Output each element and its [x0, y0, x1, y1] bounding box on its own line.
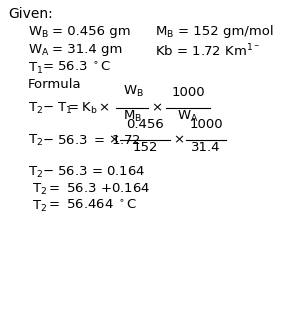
Text: $\mathsf{T}_\mathsf{2}$: $\mathsf{T}_\mathsf{2}$	[32, 182, 47, 197]
Text: $\times$: $\times$	[108, 134, 119, 146]
Text: $\mathsf{T}_\mathsf{2}$: $\mathsf{T}_\mathsf{2}$	[28, 165, 43, 180]
Text: = 152 gm/mol: = 152 gm/mol	[178, 25, 274, 38]
Text: = 0.456 gm: = 0.456 gm	[52, 25, 130, 38]
Text: 152: 152	[132, 141, 158, 154]
Text: = 56.3 $^\circ$C: = 56.3 $^\circ$C	[42, 61, 112, 74]
Text: $\times$: $\times$	[151, 101, 162, 114]
Text: 1000: 1000	[171, 86, 205, 99]
Text: = 31.4 gm: = 31.4 gm	[52, 43, 122, 56]
Text: $\mathsf{T}_\mathsf{2}$: $\mathsf{T}_\mathsf{2}$	[32, 199, 47, 214]
Text: Given:: Given:	[8, 7, 53, 21]
Text: $\mathsf{M}_\mathsf{B}$: $\mathsf{M}_\mathsf{B}$	[155, 25, 174, 40]
Text: Formula: Formula	[28, 78, 82, 91]
Text: $-$ 56.3 = 0.164: $-$ 56.3 = 0.164	[42, 165, 146, 178]
Text: $\times$: $\times$	[173, 134, 184, 146]
Text: $-$ $\mathsf{T}_\mathsf{1}$: $-$ $\mathsf{T}_\mathsf{1}$	[42, 100, 73, 116]
Text: Kb = 1.72 Km$^{1^-}$: Kb = 1.72 Km$^{1^-}$	[155, 43, 260, 60]
Text: $\mathsf{W}_\mathsf{B}$: $\mathsf{W}_\mathsf{B}$	[28, 25, 49, 40]
Text: $= \mathsf{K}_\mathsf{b}$: $= \mathsf{K}_\mathsf{b}$	[65, 100, 98, 116]
Text: 1000: 1000	[189, 118, 223, 131]
Text: $-$ 56.3 $=$ 1.72: $-$ 56.3 $=$ 1.72	[42, 134, 141, 146]
Text: 31.4: 31.4	[191, 141, 221, 154]
Text: $\mathsf{W}_\mathsf{A}$: $\mathsf{W}_\mathsf{A}$	[28, 43, 50, 58]
Text: $=$ 56.3 +0.164: $=$ 56.3 +0.164	[46, 182, 150, 195]
Text: $=$ 56.464 $^\circ$C: $=$ 56.464 $^\circ$C	[46, 199, 137, 212]
Text: 0.456: 0.456	[126, 118, 164, 131]
Text: $\mathsf{T}_\mathsf{2}$: $\mathsf{T}_\mathsf{2}$	[28, 132, 43, 147]
Text: $\times$: $\times$	[98, 101, 109, 114]
Text: $\mathsf{T}_\mathsf{2}$: $\mathsf{T}_\mathsf{2}$	[28, 100, 43, 116]
Text: $\mathsf{W}_\mathsf{A}$: $\mathsf{W}_\mathsf{A}$	[177, 109, 199, 124]
Text: $\mathsf{M}_\mathsf{B}$: $\mathsf{M}_\mathsf{B}$	[123, 109, 142, 124]
Text: $\mathsf{T}_\mathsf{1}$: $\mathsf{T}_\mathsf{1}$	[28, 61, 43, 76]
Text: $\mathsf{W}_\mathsf{B}$: $\mathsf{W}_\mathsf{B}$	[123, 84, 143, 99]
